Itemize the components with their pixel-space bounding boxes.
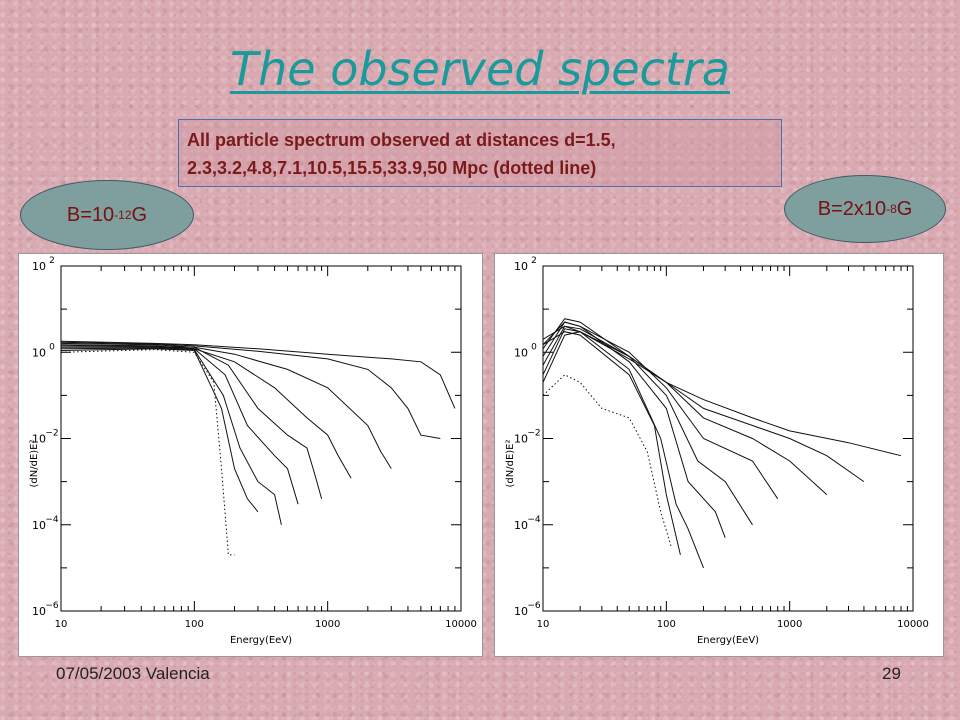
x-tick-label: 1000 [315,619,340,630]
series-line-7 [60,347,282,525]
series-line-5 [60,345,323,499]
x-tick-label: 100 [657,619,676,630]
x-tick-label: 10000 [897,619,929,630]
y-tick-label: 10 [514,433,528,446]
field-label-right-prefix: B=2x10 [817,197,887,220]
field-label-right: B=2x10 -8 G [784,175,946,243]
y-tick-exponent: −4 [527,515,541,525]
x-tick-label: 10 [55,619,68,630]
page-number: 29 [882,664,901,683]
series-line-dotted [60,349,235,556]
y-tick-exponent: 2 [49,256,55,266]
series-line-6 [542,321,726,538]
series-line-6 [61,346,299,505]
y-tick-label: 10 [32,346,46,359]
series-line-1 [60,340,456,409]
field-label-left-exponent: -12 [114,208,132,222]
series-line-3 [542,325,828,495]
y-tick-label: 10 [514,605,528,618]
y-tick-exponent: 0 [49,342,55,352]
y-tick-exponent: −6 [527,601,541,611]
chart-panel-right: 10 100 1000 10000 10 2 10 0 10 −2 10 −4 10 −6 Energy(E… [494,253,944,657]
plot-frame [60,265,462,612]
y-tick-label: 10 [32,519,46,532]
series-line-8 [60,348,259,513]
field-label-left-suffix: G [131,203,148,226]
y-axis-label: (dN/dE)E² [29,440,40,488]
y-tick-exponent: −4 [45,515,59,525]
y-axis-label: (dN/dE)E² [505,440,516,488]
footer-date: 07/05/2003 Valencia [56,664,210,683]
y-tick-exponent: 0 [531,342,537,352]
field-label-right-suffix: G [896,197,913,220]
series-line-3 [60,342,392,469]
y-tick-exponent: −6 [45,601,59,611]
series-line-2 [60,341,441,439]
field-label-left-prefix: B=10 [66,203,115,226]
x-tick-label: 1000 [777,619,802,630]
x-tick-label: 100 [185,619,204,630]
field-label-left: B=10 -12 G [20,180,194,250]
y-tick-label: 10 [514,519,528,532]
y-tick-label: 10 [32,605,46,618]
plot-frame [542,265,914,612]
series-line-8 [542,331,681,556]
series-line-dotted [542,374,672,548]
y-tick-label: 10 [514,260,528,273]
x-axis-label: Energy(EeV) [697,635,759,646]
chart-panel-left: 10 100 1000 10000 10 2 10 0 10 −2 10 −4 10 −6 Energy(E… [18,253,483,657]
series-line-5 [542,318,753,526]
description-box: All particle spectrum observed at distan… [178,119,782,187]
x-axis-label: Energy(EeV) [230,635,292,646]
y-tick-label: 10 [514,346,528,359]
y-tick-exponent: −2 [527,429,540,439]
y-tick-exponent: 2 [531,256,537,266]
y-tick-label: 10 [32,260,46,273]
series-line-7 [542,325,704,569]
series-line-4 [542,321,779,500]
x-tick-label: 10000 [445,619,477,630]
series-line-2 [542,328,865,483]
y-tick-exponent: −2 [45,429,58,439]
x-tick-label: 10 [537,619,550,630]
series-line-1 [542,331,902,457]
y-tick-label: 10 [32,433,46,446]
slide-title: The observed spectra [230,42,730,96]
field-label-right-exponent: -8 [886,202,897,216]
series-line-4 [60,344,352,479]
